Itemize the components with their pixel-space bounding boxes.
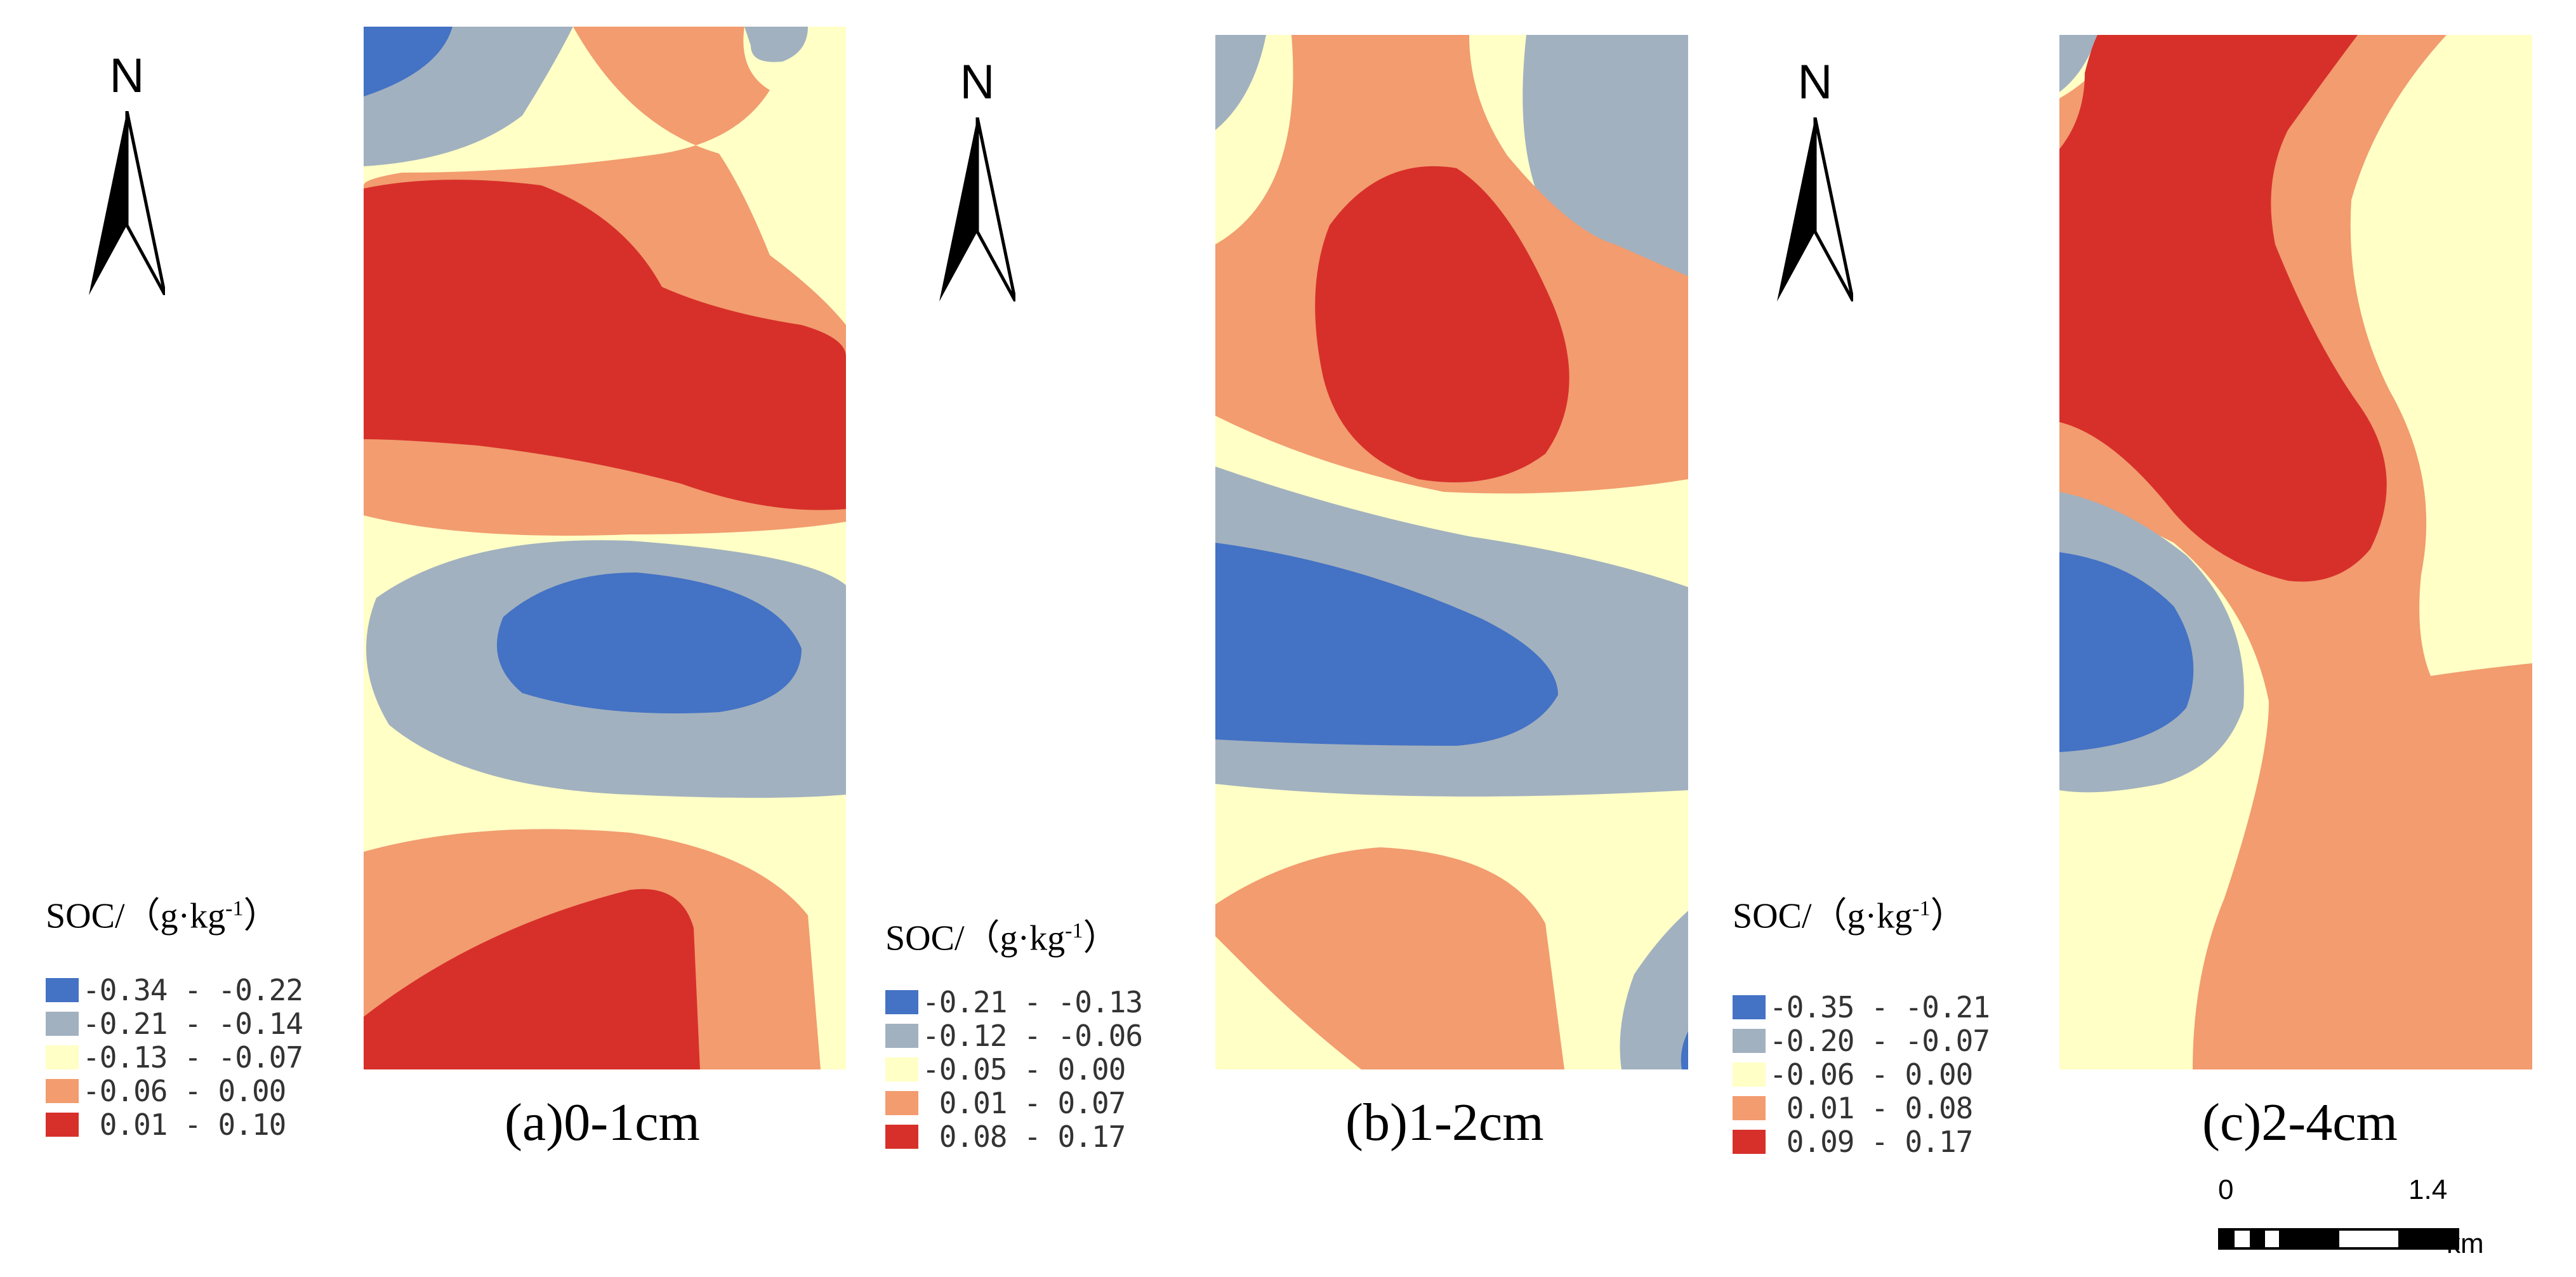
north-arrow-icon [89,111,165,295]
soc-region-class4 [1215,847,1564,1069]
legend-item: 0.09 - 0.17 [1733,1125,1990,1159]
soc-region-class5 [364,180,846,510]
legend-item: -0.13 - -0.07 [46,1040,303,1075]
legend-item: 0.08 - 0.17 [885,1120,1142,1154]
legend-item: -0.20 - -0.07 [1733,1024,1990,1058]
soc-region-class5 [364,889,700,1069]
legend-title: SOC/（g·kg-1） [1733,896,1966,936]
north-arrow-c: N [1771,55,1859,301]
panel-caption-b: (b)1-2cm [1345,1093,1544,1152]
legend-swatch [46,1113,79,1137]
legend-item: -0.35 - -0.21 [1733,990,1990,1024]
soc-map-a [364,27,846,1069]
legend-c: SOC/（g·kg-1） -0.35 - -0.21 -0.20 - -0.07… [1733,889,1990,1159]
scale-start-label: 0 [2218,1174,2234,1205]
north-label: N [960,55,995,109]
legend-swatch [885,1091,918,1116]
legend-swatch [46,1045,79,1070]
legend-item: -0.06 - 0.00 [1733,1057,1990,1092]
scale-bar: 0 1.4 km [2218,1174,2485,1269]
legend-swatch [1733,1029,1766,1054]
north-arrow-icon [1777,117,1853,301]
legend-item: 0.01 - 0.08 [1733,1091,1990,1125]
soc-region-class1 [364,27,452,96]
legend-title: SOC/（g·kg-1） [46,896,279,936]
legend-swatch [1733,1062,1766,1087]
legend-item: -0.05 - 0.00 [885,1052,1142,1087]
soc-region-class1 [2059,552,2194,752]
legend-swatch [46,978,79,1003]
legend-a: SOC/（g·kg-1） -0.34 - -0.22 -0.21 - -0.14… [46,889,303,1142]
north-label: N [109,49,145,103]
legend-swatch [885,990,918,1015]
legend-swatch [885,1125,918,1149]
soc-map-b [1215,35,1688,1069]
scale-unit-label: km [2447,1228,2484,1259]
legend-title: SOC/（g·kg-1） [885,918,1119,958]
legend-swatch [1733,1130,1766,1155]
soc-region-class2 [1215,35,1266,130]
legend-item: 0.01 - 0.10 [46,1108,303,1142]
legend-item: 0.01 - 0.07 [885,1086,1142,1120]
legend-swatch [1733,995,1766,1020]
legend-item: -0.12 - -0.06 [885,1019,1143,1053]
soc-region-class1 [497,572,802,713]
legend-item: -0.21 - -0.14 [46,1007,303,1041]
legend-swatch [885,1024,918,1049]
soc-region-class2 [1620,911,1688,1069]
north-arrow-a: N [83,49,171,295]
north-label: N [1797,55,1833,109]
scale-bar-graphic [2218,1228,2459,1250]
soc-map-c [2059,35,2532,1069]
soc-region-class5 [1315,166,1569,482]
scale-end-label: 1.4 [2408,1174,2448,1205]
soc-region-class2 [2059,35,2097,92]
soc-region-class2 [744,27,808,62]
legend-b: SOC/（g·kg-1） -0.21 - -0.13 -0.12 - -0.06… [885,911,1143,1154]
soc-region-class1 [1215,543,1558,746]
legend-swatch [1733,1096,1766,1121]
north-arrow-icon [939,117,1015,301]
legend-swatch [885,1057,918,1082]
north-arrow-b: N [933,55,1022,301]
legend-swatch [46,1012,79,1036]
soc-region-class5 [2059,35,2387,582]
legend-swatch [46,1079,79,1104]
legend-item: -0.34 - -0.22 [46,973,303,1007]
legend-item: -0.06 - 0.00 [46,1074,303,1108]
panel-caption-a: (a)0-1cm [505,1093,700,1152]
soc-region-class1 [1681,1031,1688,1069]
legend-item: -0.21 - -0.13 [885,985,1143,1019]
panel-caption-c: (c)2-4cm [2202,1093,2398,1152]
